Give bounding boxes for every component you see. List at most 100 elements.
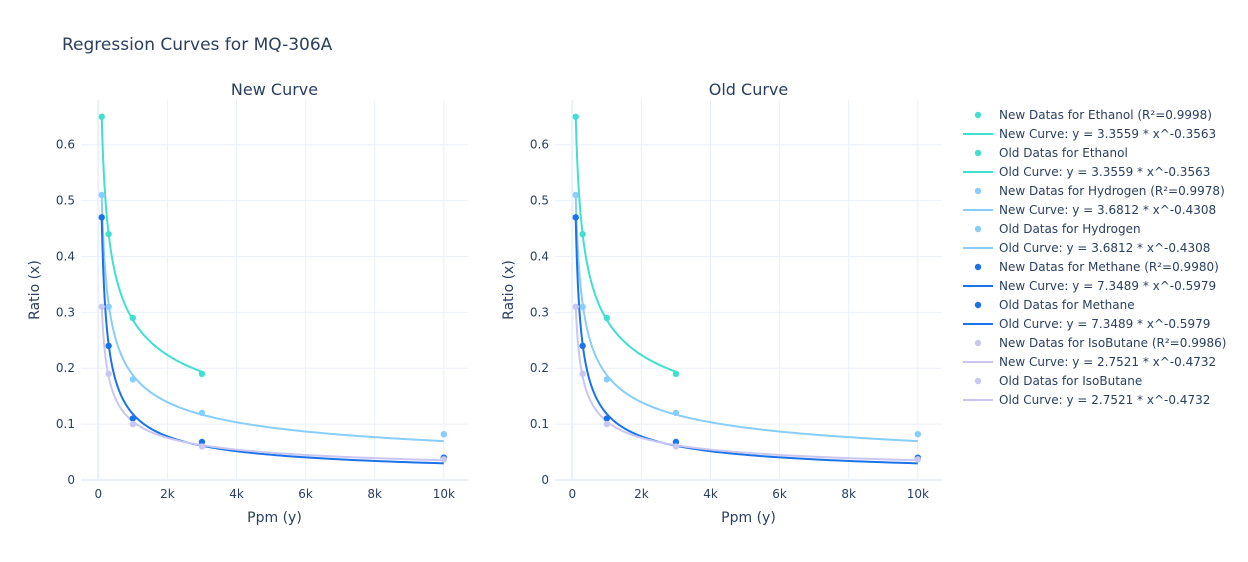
legend-marker-swatch — [974, 377, 982, 385]
legend-label: New Curve: y = 2.7521 * x^-0.4732 — [999, 355, 1216, 369]
data-point-new-datas-for-isobutane-r-0-9986 — [129, 420, 137, 428]
legend-item: Old Curve: y = 7.3489 * x^-0.5979 — [963, 317, 1210, 331]
legend-label: New Datas for Hydrogen (R²=0.9978) — [999, 184, 1225, 198]
data-point-old-datas-for-ethanol — [579, 230, 586, 238]
data-point-new-datas-for-ethanol-r-0-9998 — [105, 230, 112, 238]
legend-item: New Curve: y = 7.3489 * x^-0.5979 — [963, 279, 1216, 293]
legend-label: New Curve: y = 3.6812 * x^-0.4308 — [999, 203, 1216, 217]
data-point-old-datas-for-methane — [672, 438, 680, 446]
subplot-title: Old Curve — [709, 80, 788, 99]
y-tick-label: 0.2 — [56, 361, 75, 375]
data-point-old-datas-for-isobutane — [572, 303, 579, 310]
data-point-old-datas-for-isobutane — [914, 456, 922, 463]
legend-item: New Datas for Ethanol (R²=0.9998) — [974, 108, 1212, 122]
legend-marker-swatch — [974, 111, 982, 119]
y-tick-label: 0.4 — [530, 249, 549, 263]
data-point-new-datas-for-methane-r-0-9980 — [98, 214, 105, 221]
x-axis-label: Ppm (y) — [247, 510, 302, 526]
legend-label: Old Datas for Ethanol — [999, 146, 1128, 160]
y-tick-label: 0.6 — [56, 138, 75, 152]
data-point-old-datas-for-methane — [603, 415, 611, 422]
x-tick-label: 6k — [298, 487, 313, 501]
subplot-title: New Curve — [231, 80, 318, 99]
y-tick-label: 0.5 — [530, 194, 549, 208]
data-point-new-datas-for-methane-r-0-9980 — [105, 342, 112, 350]
legend-item: Old Datas for Ethanol — [974, 146, 1128, 160]
y-axis-label: Ratio (x) — [27, 260, 43, 320]
curves — [100, 116, 444, 465]
data-point-new-datas-for-ethanol-r-0-9998 — [129, 314, 137, 322]
curves — [574, 116, 918, 465]
x-tick-label: 0 — [568, 487, 576, 501]
x-tick-label: 4k — [229, 487, 244, 501]
legend-item: New Datas for Hydrogen (R²=0.9978) — [974, 184, 1225, 198]
data-point-new-datas-for-methane-r-0-9980 — [198, 438, 206, 446]
legend-item: Old Datas for Hydrogen — [974, 222, 1141, 236]
legend-marker-swatch — [974, 149, 982, 157]
y-tick-label: 0 — [541, 473, 549, 487]
y-tick-label: 0.3 — [530, 305, 549, 319]
legend-label: New Datas for Ethanol (R²=0.9998) — [999, 108, 1212, 122]
x-tick-label: 4k — [703, 487, 718, 501]
x-tick-label: 2k — [634, 487, 649, 501]
y-tick-label: 0.1 — [56, 417, 75, 431]
data-point-old-datas-for-isobutane — [603, 420, 611, 428]
data-point-old-datas-for-hydrogen — [914, 430, 922, 438]
legend-label: New Datas for IsoButane (R²=0.9986) — [999, 336, 1226, 350]
data-point-new-datas-for-hydrogen-r-0-9978 — [198, 409, 206, 417]
data-point-new-datas-for-isobutane-r-0-9986 — [440, 456, 448, 463]
x-tick-label: 6k — [772, 487, 787, 501]
data-point-old-datas-for-ethanol — [603, 314, 611, 322]
y-tick-label: 0 — [67, 473, 75, 487]
legend-item: Old Curve: y = 2.7521 * x^-0.4732 — [963, 393, 1210, 407]
y-tick-label: 0.3 — [56, 305, 75, 319]
data-point-old-datas-for-hydrogen — [603, 376, 611, 383]
legend-item: Old Curve: y = 3.6812 * x^-0.4308 — [963, 241, 1210, 255]
legend-label: Old Datas for Hydrogen — [999, 222, 1141, 236]
curve-old-curve-y-2-7521-x-0-4732 — [574, 305, 918, 462]
legend-item: New Curve: y = 3.6812 * x^-0.4308 — [963, 203, 1216, 217]
markers — [572, 113, 922, 463]
y-tick-label: 0.2 — [530, 361, 549, 375]
figure-title: Regression Curves for MQ-306A — [62, 35, 333, 55]
x-tick-label: 2k — [160, 487, 175, 501]
subplot-2: 0 0.1 0.2 0.3 0.4 0.5 0.6 0 2k 4k 6k 8k 10k Old Curve… — [501, 80, 942, 526]
data-point-new-datas-for-hydrogen-r-0-9978 — [440, 430, 448, 438]
legend-item: New Curve: y = 3.3559 * x^-0.3563 — [963, 127, 1216, 141]
data-point-old-datas-for-methane — [579, 342, 586, 350]
curve-new-curve-y-2-7521-x-0-4732 — [100, 305, 444, 462]
data-point-old-datas-for-ethanol — [672, 370, 680, 378]
x-tick-label: 10k — [433, 487, 455, 501]
legend-marker-swatch — [974, 301, 982, 309]
y-tick-label: 0.5 — [56, 194, 75, 208]
data-point-old-datas-for-isobutane — [672, 443, 680, 450]
curve-old-curve-y-3-3559-x-0-3563 — [574, 116, 677, 373]
legend-label: New Curve: y = 7.3489 * x^-0.5979 — [999, 279, 1216, 293]
legend-label: Old Curve: y = 3.3559 * x^-0.3563 — [999, 165, 1210, 179]
data-point-old-datas-for-isobutane — [579, 370, 586, 378]
data-point-new-datas-for-methane-r-0-9980 — [129, 415, 137, 422]
legend-marker-swatch — [974, 225, 982, 233]
legend-marker-swatch — [974, 187, 982, 195]
legend-item: New Datas for Methane (R²=0.9980) — [974, 260, 1219, 274]
legend-label: Old Datas for IsoButane — [999, 374, 1142, 388]
y-tick-label: 0.4 — [56, 249, 75, 263]
legend-label: Old Curve: y = 7.3489 * x^-0.5979 — [999, 317, 1210, 331]
subplot-1: 0 0.1 0.2 0.3 0.4 0.5 0.6 0 2k 4k 6k 8k 10k New Curve… — [27, 80, 468, 526]
curve-new-curve-y-3-3559-x-0-3563 — [100, 116, 203, 373]
data-point-new-datas-for-isobutane-r-0-9986 — [105, 370, 112, 378]
data-point-old-datas-for-hydrogen — [672, 409, 680, 417]
legend-marker-swatch — [974, 263, 982, 271]
curve-new-curve-y-3-6812-x-0-4308 — [100, 197, 444, 443]
y-tick-label: 0.6 — [530, 138, 549, 152]
legend-label: New Datas for Methane (R²=0.9980) — [999, 260, 1219, 274]
data-point-new-datas-for-hydrogen-r-0-9978 — [105, 303, 112, 310]
data-point-new-datas-for-hydrogen-r-0-9978 — [129, 376, 137, 383]
subplots: 0 0.1 0.2 0.3 0.4 0.5 0.6 0 2k 4k 6k 8k 10k New Curve… — [27, 80, 942, 526]
data-point-new-datas-for-isobutane-r-0-9986 — [198, 443, 206, 450]
x-tick-label: 8k — [367, 487, 382, 501]
legend: New Datas for Ethanol (R²=0.9998) New Cur… — [963, 108, 1226, 407]
curve-old-curve-y-3-6812-x-0-4308 — [574, 197, 918, 443]
legend-label: Old Curve: y = 2.7521 * x^-0.4732 — [999, 393, 1210, 407]
